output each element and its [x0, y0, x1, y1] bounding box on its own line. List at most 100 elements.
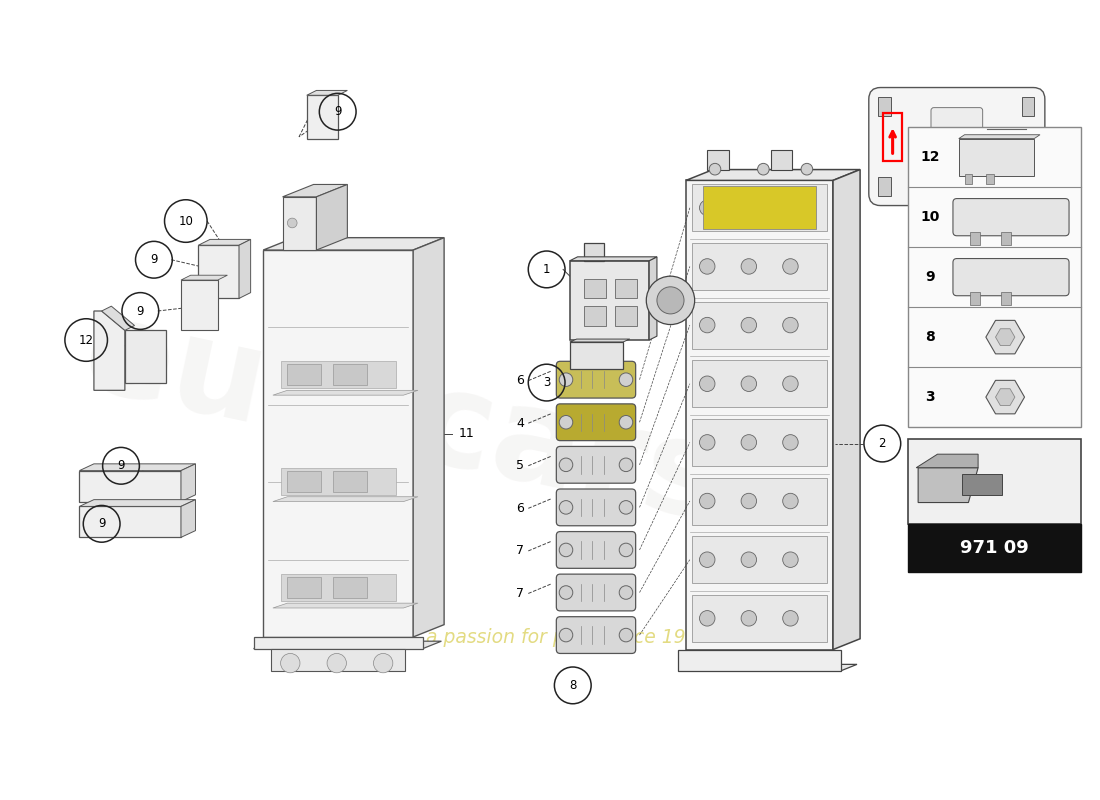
Circle shape: [287, 218, 297, 228]
Circle shape: [741, 494, 757, 509]
FancyBboxPatch shape: [869, 87, 1045, 206]
Text: 9: 9: [334, 106, 341, 118]
Text: 3: 3: [925, 390, 935, 404]
Bar: [692, 302, 827, 349]
Circle shape: [559, 628, 573, 642]
Bar: [878, 97, 891, 117]
Polygon shape: [263, 238, 444, 250]
Bar: [615, 279, 637, 298]
Circle shape: [700, 200, 715, 215]
Bar: [570, 342, 623, 369]
Polygon shape: [317, 185, 348, 250]
Circle shape: [700, 318, 715, 333]
FancyBboxPatch shape: [557, 446, 636, 483]
Polygon shape: [182, 464, 196, 502]
Polygon shape: [570, 339, 630, 342]
Polygon shape: [833, 170, 860, 650]
Bar: [287, 470, 321, 492]
Polygon shape: [414, 238, 444, 637]
Bar: [280, 574, 396, 602]
Bar: [333, 470, 366, 492]
Circle shape: [619, 458, 632, 471]
Bar: [883, 113, 902, 161]
Circle shape: [783, 318, 799, 333]
Text: 12: 12: [79, 334, 94, 346]
Text: 12: 12: [920, 150, 939, 164]
Circle shape: [619, 415, 632, 429]
Circle shape: [559, 501, 573, 514]
Polygon shape: [125, 330, 166, 382]
Polygon shape: [273, 497, 418, 502]
Circle shape: [741, 318, 757, 333]
Text: 7: 7: [516, 587, 525, 600]
Bar: [965, 174, 972, 183]
Text: 11: 11: [459, 427, 474, 440]
Polygon shape: [253, 641, 441, 649]
Bar: [280, 468, 396, 495]
Bar: [909, 438, 1080, 524]
Polygon shape: [679, 650, 840, 671]
Bar: [1022, 97, 1034, 117]
Polygon shape: [686, 181, 833, 650]
Circle shape: [710, 163, 720, 175]
Text: 9: 9: [136, 305, 144, 318]
Circle shape: [758, 163, 769, 175]
Circle shape: [741, 434, 757, 450]
Circle shape: [783, 258, 799, 274]
Polygon shape: [182, 275, 228, 280]
Bar: [1001, 292, 1011, 306]
Circle shape: [619, 628, 632, 642]
Polygon shape: [918, 468, 978, 502]
Bar: [970, 232, 980, 246]
Bar: [961, 474, 1002, 495]
Text: 9: 9: [98, 518, 106, 530]
Circle shape: [741, 610, 757, 626]
Polygon shape: [916, 454, 978, 468]
Circle shape: [619, 543, 632, 557]
Bar: [707, 150, 728, 170]
Text: 1: 1: [543, 263, 550, 276]
Circle shape: [657, 287, 684, 314]
Circle shape: [619, 586, 632, 599]
Circle shape: [280, 654, 300, 673]
FancyBboxPatch shape: [557, 404, 636, 441]
Circle shape: [327, 654, 346, 673]
Text: 8: 8: [569, 679, 576, 692]
Polygon shape: [198, 239, 251, 246]
Circle shape: [700, 376, 715, 391]
Text: 10: 10: [920, 210, 939, 224]
Text: 8: 8: [925, 330, 935, 344]
Polygon shape: [570, 257, 657, 261]
Bar: [198, 246, 239, 298]
Bar: [280, 362, 396, 388]
Bar: [333, 577, 366, 598]
Circle shape: [700, 552, 715, 567]
Polygon shape: [283, 185, 348, 197]
Text: a passion for parts since 1985: a passion for parts since 1985: [427, 627, 710, 646]
Text: 2: 2: [879, 437, 887, 450]
FancyBboxPatch shape: [953, 198, 1069, 236]
Circle shape: [559, 543, 573, 557]
FancyBboxPatch shape: [557, 617, 636, 654]
Bar: [1022, 177, 1034, 196]
Bar: [909, 524, 1080, 572]
Text: 10: 10: [178, 214, 194, 227]
Circle shape: [619, 501, 632, 514]
Polygon shape: [79, 464, 196, 470]
Bar: [1001, 232, 1011, 246]
Bar: [79, 470, 182, 502]
Polygon shape: [263, 250, 414, 637]
Text: 7: 7: [516, 545, 525, 558]
Bar: [692, 184, 827, 231]
Bar: [287, 364, 321, 386]
Circle shape: [647, 276, 695, 325]
Bar: [692, 478, 827, 525]
Polygon shape: [101, 306, 134, 330]
Bar: [692, 360, 827, 407]
Bar: [771, 150, 792, 170]
Polygon shape: [182, 500, 196, 538]
Text: 9: 9: [118, 459, 124, 472]
Circle shape: [783, 376, 799, 391]
Circle shape: [741, 376, 757, 391]
Text: eurocars: eurocars: [73, 290, 735, 549]
